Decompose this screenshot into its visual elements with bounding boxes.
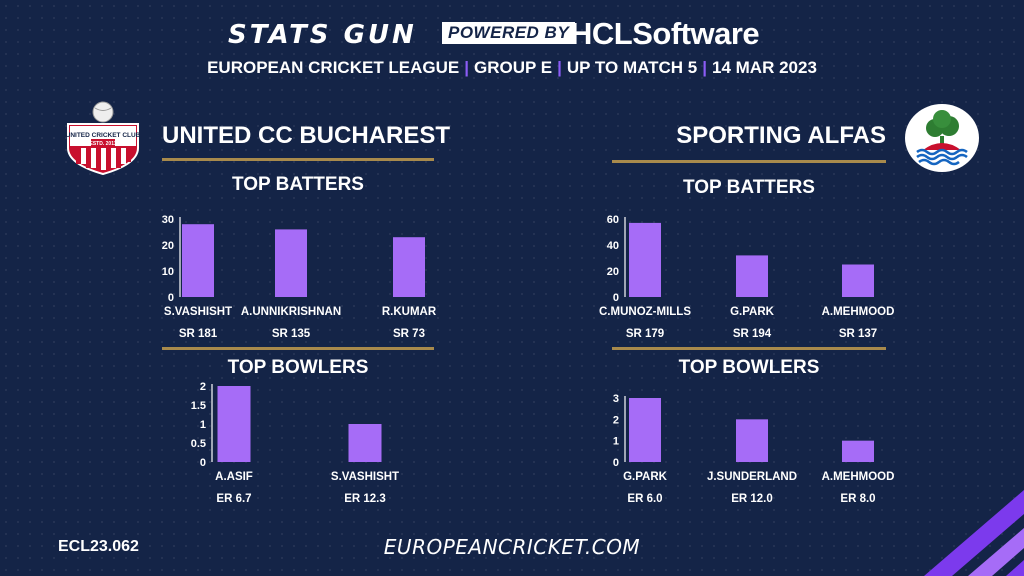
rate-label: ER 6.7 (216, 493, 251, 505)
rate-label: SR 135 (272, 328, 311, 340)
rate-label: ER 12.0 (731, 493, 773, 505)
y-tick-label: 20 (607, 266, 619, 278)
y-tick-label: 0 (613, 457, 619, 469)
category-label: J.SUNDERLAND (707, 471, 797, 483)
rate-label: ER 12.3 (344, 493, 386, 505)
logo-text: UNITED CRICKET CLUB (66, 132, 141, 139)
tree-icon (916, 110, 968, 166)
y-tick-label: 1.5 (191, 400, 206, 412)
category-label: R.KUMAR (382, 306, 437, 318)
rate-label: SR 73 (393, 328, 425, 340)
separator: | (702, 58, 708, 77)
brand-title: STATS GUN (228, 20, 417, 50)
category-label: A.ASIF (215, 471, 253, 483)
category-label: S.VASHISHT (164, 306, 232, 318)
logo-year: ESTD. 2011 (90, 141, 117, 147)
y-tick-label: 1 (200, 419, 206, 431)
right-bowlers-title: TOP BOWLERS (678, 357, 820, 378)
footer-website: EUROPEANCRICKET.COM (383, 535, 641, 559)
y-tick-label: 2 (200, 381, 206, 393)
y-tick-label: 2 (613, 414, 619, 426)
category-label: G.PARK (730, 306, 775, 318)
footer-code: ECL23.062 (58, 538, 139, 555)
y-tick-label: 30 (162, 214, 174, 226)
rate-label: SR 181 (179, 328, 218, 340)
category-label: A.MEHMOOD (822, 471, 895, 483)
rate-label: SR 137 (839, 328, 877, 340)
divider-line (612, 347, 886, 350)
sporting-alfas-logo (905, 104, 979, 172)
sponsor-logo: HCLSoftware (570, 16, 760, 51)
league-subtitle: EUROPEAN CRICKET LEAGUE | GROUP E | UP TO MA… (0, 58, 1024, 78)
category-label: A.UNNIKRISHNAN (241, 306, 341, 318)
left-team-name: UNITED CC BUCHAREST (162, 122, 450, 149)
right-batters-chart: 0 20 40 60 C.MUNOZ-MILLS SR 179 G.PARK SR 194 A.… (599, 214, 895, 340)
left-bowlers-title: TOP BOWLERS (227, 357, 369, 378)
league-name: EUROPEAN CRICKET LEAGUE (207, 58, 460, 77)
right-team-name: SPORTING ALFAS (676, 122, 886, 149)
bar (629, 398, 661, 462)
left-batters-chart: 0 10 20 30 S.VASHISHT SR 181 A.UNNIKRISHNAN SR … (162, 214, 437, 340)
y-tick-label: 60 (607, 214, 619, 226)
category-label: G.PARK (623, 471, 668, 483)
bar (348, 424, 382, 462)
separator: | (464, 58, 470, 77)
rate-label: ER 8.0 (840, 493, 875, 505)
united-cc-logo: UNITED CRICKET CLUB ESTD. 2011 (66, 101, 141, 176)
bar (275, 229, 307, 297)
rate-label: SR 179 (626, 328, 664, 340)
left-bowlers-chart: 0 0.5 1 1.5 2 A.ASIF ER 6.7 S.VASHISHT ER 12.3 (191, 381, 399, 505)
decorative-stripes (924, 490, 1024, 576)
divider-line (612, 160, 886, 163)
y-tick-label: 40 (607, 240, 619, 252)
bar (842, 440, 874, 462)
bar (629, 222, 661, 297)
group-label: GROUP E (474, 58, 553, 77)
y-tick-label: 0.5 (191, 438, 206, 450)
y-tick-label: 0 (168, 292, 174, 304)
bar (736, 255, 768, 297)
rate-label: ER 6.0 (627, 493, 662, 505)
rate-label: SR 194 (733, 328, 772, 340)
y-tick-label: 20 (162, 240, 174, 252)
y-tick-label: 10 (162, 266, 174, 278)
bar (736, 419, 768, 462)
left-batters-title: TOP BATTERS (232, 174, 364, 195)
category-label: A.MEHMOOD (822, 306, 895, 318)
y-tick-label: 0 (200, 457, 206, 469)
date-label: 14 MAR 2023 (712, 58, 817, 77)
y-tick-label: 3 (613, 393, 619, 405)
divider-line (162, 347, 434, 350)
bar (393, 237, 425, 297)
divider-line (162, 158, 434, 161)
match-label: UP TO MATCH 5 (566, 58, 698, 77)
category-label: S.VASHISHT (331, 471, 399, 483)
right-bowlers-chart: 0 1 2 3 G.PARK ER 6.0 J.SUNDERLAND ER 12.0 A.MEH… (613, 393, 895, 505)
category-label: C.MUNOZ-MILLS (599, 306, 691, 318)
right-batters-title: TOP BATTERS (683, 177, 815, 198)
powered-by-badge: POWERED BY (442, 22, 576, 44)
bar (217, 386, 251, 462)
bar (182, 224, 214, 297)
y-tick-label: 0 (613, 292, 619, 304)
separator: | (557, 58, 562, 77)
y-tick-label: 1 (613, 436, 619, 448)
bar (842, 264, 874, 297)
